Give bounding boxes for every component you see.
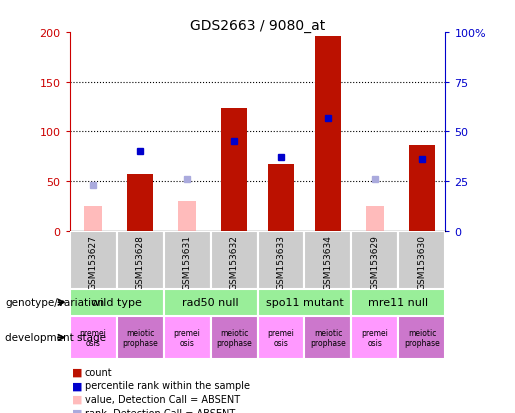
Text: mre11 null: mre11 null bbox=[368, 297, 428, 308]
Text: meiotic
prophase: meiotic prophase bbox=[216, 328, 252, 347]
Bar bbox=[116, 231, 164, 289]
Text: ■: ■ bbox=[72, 367, 82, 377]
Bar bbox=[221, 108, 247, 231]
Text: percentile rank within the sample: percentile rank within the sample bbox=[85, 380, 250, 390]
Bar bbox=[70, 316, 116, 359]
Text: GSM153633: GSM153633 bbox=[277, 234, 285, 289]
Bar bbox=[352, 289, 445, 316]
Text: wild type: wild type bbox=[91, 297, 142, 308]
Text: premei
osis: premei osis bbox=[268, 328, 295, 347]
Text: ■: ■ bbox=[72, 380, 82, 390]
Bar bbox=[164, 231, 211, 289]
Bar bbox=[258, 316, 304, 359]
Text: ■: ■ bbox=[72, 394, 82, 404]
Bar bbox=[70, 231, 116, 289]
Bar bbox=[304, 316, 352, 359]
Bar bbox=[399, 231, 445, 289]
Text: value, Detection Call = ABSENT: value, Detection Call = ABSENT bbox=[85, 394, 240, 404]
Text: premei
osis: premei osis bbox=[174, 328, 200, 347]
Text: GSM153632: GSM153632 bbox=[230, 234, 238, 289]
Bar bbox=[258, 231, 304, 289]
Text: GDS2663 / 9080_at: GDS2663 / 9080_at bbox=[190, 19, 325, 33]
Bar bbox=[164, 316, 211, 359]
Bar bbox=[409, 146, 435, 231]
Text: premei
osis: premei osis bbox=[80, 328, 107, 347]
Bar bbox=[116, 316, 164, 359]
Text: meiotic
prophase: meiotic prophase bbox=[404, 328, 440, 347]
Text: rad50 null: rad50 null bbox=[182, 297, 239, 308]
Text: genotype/variation: genotype/variation bbox=[5, 297, 104, 308]
Text: meiotic
prophase: meiotic prophase bbox=[310, 328, 346, 347]
Text: count: count bbox=[85, 367, 113, 377]
Bar bbox=[211, 231, 258, 289]
Text: development stage: development stage bbox=[5, 332, 106, 343]
Text: GSM153630: GSM153630 bbox=[418, 234, 426, 289]
Bar bbox=[164, 289, 258, 316]
Bar bbox=[268, 165, 294, 231]
Text: GSM153634: GSM153634 bbox=[323, 234, 333, 289]
Bar bbox=[127, 175, 153, 231]
Bar bbox=[178, 202, 196, 231]
Text: GSM153631: GSM153631 bbox=[182, 234, 192, 289]
Bar bbox=[366, 206, 384, 231]
Text: GSM153629: GSM153629 bbox=[370, 234, 380, 289]
Text: GSM153628: GSM153628 bbox=[135, 234, 145, 289]
Text: premei
osis: premei osis bbox=[362, 328, 388, 347]
Bar bbox=[352, 316, 399, 359]
Bar bbox=[315, 37, 341, 231]
Bar bbox=[352, 231, 399, 289]
Bar bbox=[304, 231, 352, 289]
Bar bbox=[70, 289, 164, 316]
Text: spo11 mutant: spo11 mutant bbox=[266, 297, 344, 308]
Bar bbox=[399, 316, 445, 359]
Text: rank, Detection Call = ABSENT: rank, Detection Call = ABSENT bbox=[85, 408, 235, 413]
Bar bbox=[258, 289, 352, 316]
Bar bbox=[84, 206, 102, 231]
Text: GSM153627: GSM153627 bbox=[89, 234, 97, 289]
Text: ■: ■ bbox=[72, 408, 82, 413]
Text: meiotic
prophase: meiotic prophase bbox=[122, 328, 158, 347]
Bar bbox=[211, 316, 258, 359]
